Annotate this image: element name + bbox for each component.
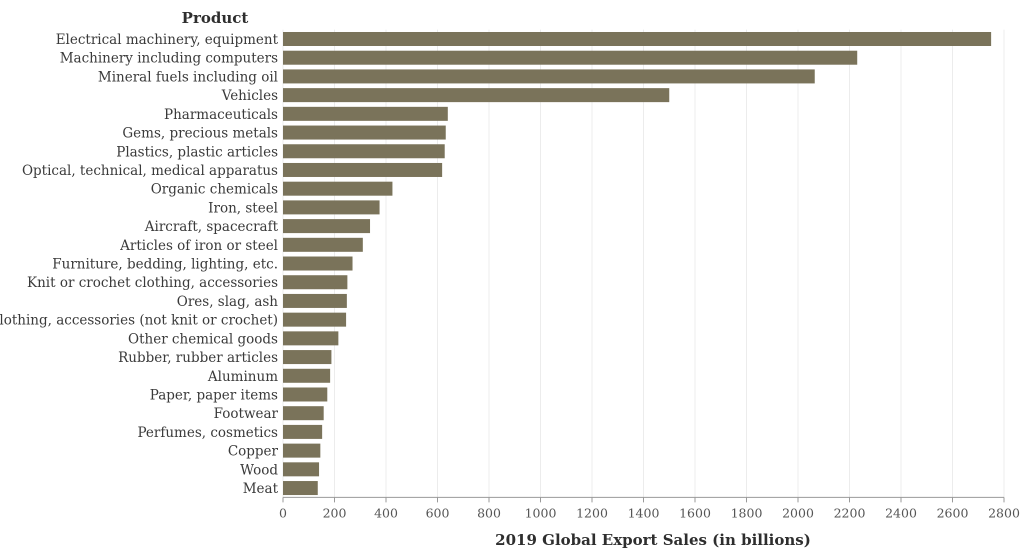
category-label: Furniture, bedding, lighting, etc.	[52, 257, 278, 273]
bar	[283, 50, 858, 65]
bar	[283, 125, 446, 140]
category-label: Perfumes, cosmetics	[137, 425, 278, 441]
category-label: Iron, steel	[208, 200, 278, 216]
category-label: Machinery including computers	[60, 51, 278, 67]
x-tick-label: 1000	[525, 505, 557, 520]
bar	[283, 293, 347, 308]
bar	[283, 200, 380, 215]
bar	[283, 162, 443, 177]
category-label: Meat	[243, 481, 279, 497]
x-tick-label: 1800	[731, 505, 763, 520]
category-label: Rubber, rubber articles	[118, 350, 278, 366]
x-tick-label: 2400	[885, 505, 917, 520]
x-tick-label: 0	[279, 505, 287, 520]
bar	[283, 462, 320, 477]
category-label: Electrical machinery, equipment	[56, 32, 279, 48]
category-label: Plastics, plastic articles	[116, 144, 278, 160]
bar	[283, 275, 348, 290]
x-axis: 0 200 400 600 800 1000 1200 1400 1600 1800 2000 220…	[279, 496, 1020, 520]
x-tick-label: 1200	[576, 505, 608, 520]
category-label: Optical, technical, medical apparatus	[22, 163, 278, 179]
x-tick-label: 2600	[937, 505, 969, 520]
category-label: Vehicles	[221, 88, 278, 104]
bar	[283, 256, 353, 271]
bar	[283, 331, 339, 346]
category-label: Other chemical goods	[128, 331, 278, 347]
bar	[283, 424, 323, 439]
category-label: Mineral fuels including oil	[98, 69, 278, 85]
category-label: Paper, paper items	[150, 387, 278, 403]
bar	[283, 481, 318, 496]
category-label: Aluminum	[207, 369, 278, 385]
x-tick-label: 400	[374, 505, 398, 520]
category-label: Copper	[228, 444, 279, 460]
bar	[283, 443, 321, 458]
bar	[283, 368, 331, 383]
category-label: Knit or crochet clothing, accessories	[27, 275, 278, 291]
bar	[283, 387, 328, 402]
category-label: Footwear	[214, 406, 279, 422]
x-tick-label: 1400	[628, 505, 660, 520]
category-labels: Electrical machinery, equipment Machinery…	[0, 32, 279, 497]
bars	[283, 32, 992, 496]
category-label: Pharmaceuticals	[164, 107, 278, 123]
category-label: Organic chemicals	[151, 182, 278, 198]
bar	[283, 88, 670, 103]
category-label: Aircraft, spacecraft	[144, 219, 279, 235]
category-label: Gems, precious metals	[122, 126, 278, 142]
bar	[283, 181, 393, 196]
gridlines	[282, 29, 1005, 498]
x-tick-label: 600	[426, 505, 450, 520]
x-axis-title: 2019 Global Export Sales (in billions)	[495, 531, 811, 549]
bar	[283, 32, 992, 46]
bar	[283, 106, 448, 121]
x-tick-label: 2000	[782, 505, 814, 520]
category-label: Wood	[240, 462, 278, 478]
category-label: Clothing, accessories (not knit or croch…	[0, 313, 278, 329]
bar	[283, 350, 332, 365]
bar	[283, 237, 363, 252]
bar	[283, 406, 324, 421]
category-axis-title: Product	[182, 9, 249, 27]
x-tick-label: 800	[477, 505, 501, 520]
x-tick-label: 200	[323, 505, 347, 520]
bar	[283, 219, 371, 234]
x-tick-label: 1600	[679, 505, 711, 520]
x-tick-label: 2200	[834, 505, 866, 520]
bar	[283, 144, 445, 159]
category-label: Articles of iron or steel	[119, 238, 278, 254]
bar	[283, 69, 815, 84]
bar	[283, 312, 347, 327]
category-label: Ores, slag, ash	[177, 294, 279, 310]
x-tick-label: 2800	[988, 505, 1020, 520]
